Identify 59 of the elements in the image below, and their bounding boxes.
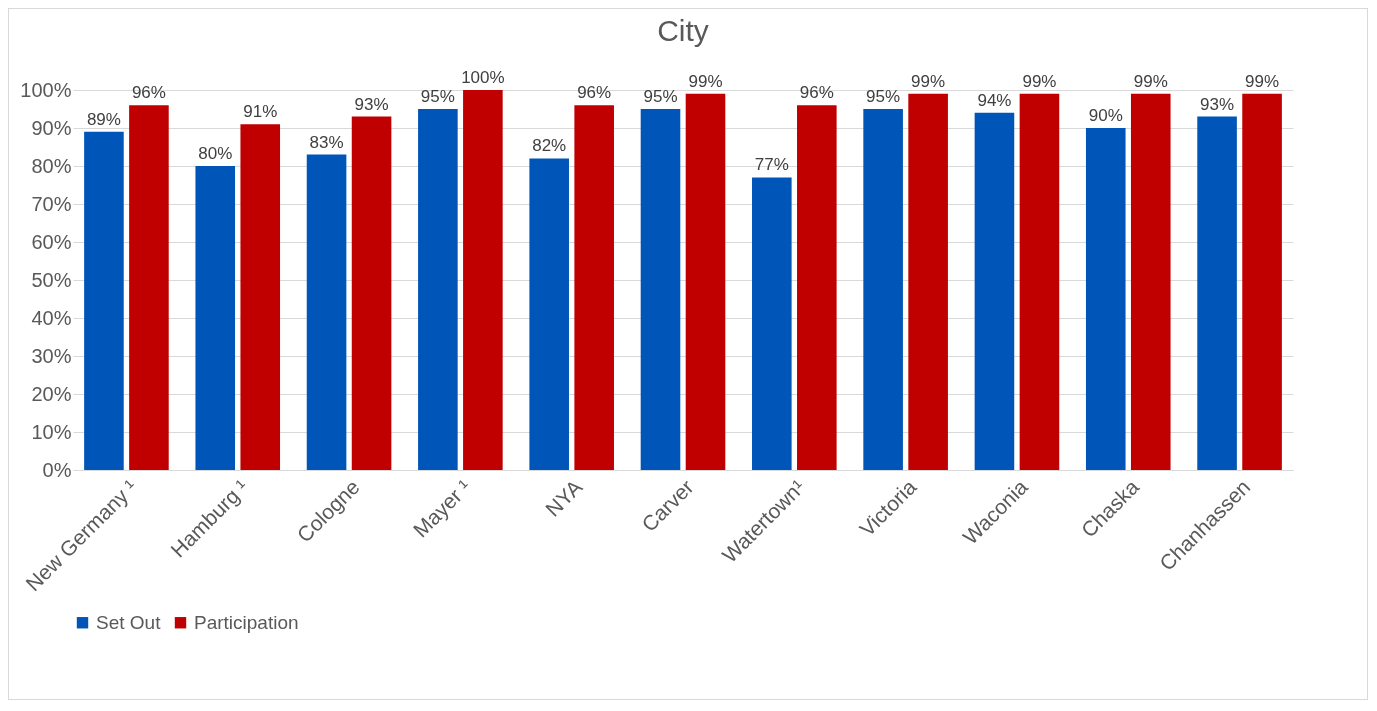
bar [752,177,792,470]
bar [908,93,948,470]
bar [84,131,124,470]
bar [529,158,569,470]
bar [306,154,347,470]
data-label: 99% [1245,71,1280,91]
y-tick-label: 90% [31,116,72,139]
bar [351,116,392,470]
data-label: 95% [643,87,678,106]
data-label: 96% [799,83,834,103]
chart-title: City [657,14,709,47]
bar [240,124,281,470]
y-tick-label: 50% [31,268,72,291]
data-label: 99% [1022,71,1057,91]
bar [574,105,614,470]
y-tick-label: 20% [31,382,72,405]
bar [1197,116,1237,470]
bar [1130,93,1171,470]
bar [463,90,503,470]
y-tick-label: 100% [20,78,72,101]
bar [1242,93,1282,470]
data-label: 83% [309,132,344,152]
y-tick-label: 80% [31,154,72,177]
bar [195,166,236,470]
data-label: 89% [86,109,121,129]
data-label: 99% [1133,71,1168,91]
data-label: 93% [1200,94,1235,114]
bar [797,105,837,470]
data-label: 95% [866,87,901,106]
data-label: 99% [688,71,723,91]
legend-label: Set Out [96,611,162,633]
data-label: 82% [532,136,567,156]
data-label: 96% [131,83,166,103]
bar [863,109,903,470]
bar [129,105,169,470]
bar [685,93,726,470]
x-tick-label: NYA [540,475,587,521]
data-label: 93% [354,94,389,114]
bar [1085,128,1126,470]
data-label: 95% [420,87,455,106]
y-tick-label: 60% [31,230,72,253]
bar [1019,93,1060,470]
data-label: 80% [198,144,233,163]
data-label: 94% [977,90,1012,110]
data-label: 91% [243,102,278,122]
data-label: 77% [754,155,789,175]
bar [418,109,458,470]
y-tick-label: 40% [31,306,72,329]
y-tick-label: 10% [31,420,72,443]
data-label: 100% [461,68,505,87]
y-tick-label: 70% [31,192,72,215]
data-label: 90% [1088,106,1123,125]
bar [640,109,681,470]
data-label: 99% [911,71,946,91]
data-label: 96% [577,83,612,103]
y-tick-label: 0% [42,458,72,481]
y-tick-label: 30% [31,344,72,367]
bar [974,112,1015,470]
legend-label: Participation [194,611,299,633]
